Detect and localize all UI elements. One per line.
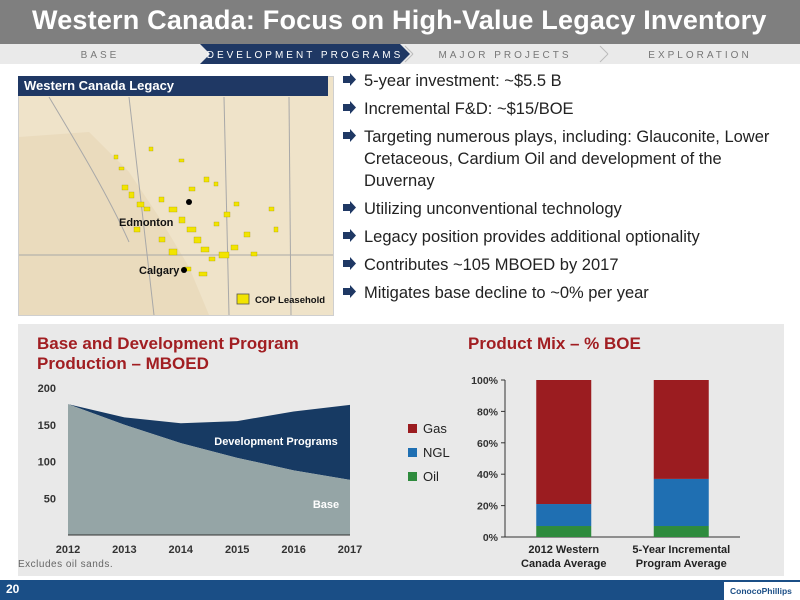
arrow-bullet-icon bbox=[343, 73, 356, 86]
arrow-bullet-icon bbox=[343, 229, 356, 242]
bullet-item: 5-year investment: ~$5.5 B bbox=[342, 70, 792, 92]
key-points-list: 5-year investment: ~$5.5 B Incremental F… bbox=[342, 70, 792, 310]
footnote: Excludes oil sands. bbox=[18, 559, 114, 570]
map-graphic: Edmonton Calgary COP Leasehold bbox=[19, 77, 333, 315]
arrow-bullet-icon bbox=[343, 285, 356, 298]
calgary-marker bbox=[181, 267, 187, 273]
title-bar bbox=[0, 0, 800, 44]
western-canada-map: Edmonton Calgary COP Leasehold bbox=[18, 76, 334, 316]
page-number: 20 bbox=[6, 582, 20, 596]
arrow-bullet-icon bbox=[343, 201, 356, 214]
arrow-bullet-icon bbox=[343, 129, 356, 142]
edmonton-marker bbox=[186, 199, 192, 205]
arrow-bullet-icon bbox=[343, 257, 356, 270]
bullet-item: Incremental F&D: ~$15/BOE bbox=[342, 98, 792, 120]
city-edmonton: Edmonton bbox=[119, 217, 174, 229]
city-calgary: Calgary bbox=[139, 265, 180, 277]
leasehold-patches bbox=[113, 146, 279, 277]
bullet-item: Mitigates base decline to ~0% per year bbox=[342, 282, 792, 304]
tab-development-programs[interactable]: DEVELOPMENT PROGRAMS bbox=[207, 50, 404, 61]
bullet-item: Legacy position provides additional opti… bbox=[342, 226, 792, 248]
footer-bar bbox=[0, 580, 800, 600]
bullet-item: Contributes ~105 MBOED by 2017 bbox=[342, 254, 792, 276]
legend-swatch-leasehold bbox=[236, 293, 250, 305]
map-header: Western Canada Legacy bbox=[18, 76, 328, 96]
bullet-item: Targeting numerous plays, including: Gla… bbox=[342, 126, 792, 192]
arrow-bullet-icon bbox=[343, 101, 356, 114]
bar-chart-title: Product Mix – % BOE bbox=[468, 334, 641, 353]
slide-title: Western Canada: Focus on High-Value Lega… bbox=[32, 5, 767, 35]
tab-major-projects[interactable]: MAJOR PROJECTS bbox=[438, 50, 571, 61]
tab-base[interactable]: BASE bbox=[81, 50, 120, 61]
company-logo: ConocoPhillips bbox=[724, 582, 800, 600]
area-chart-title: Base and Development Program Production … bbox=[37, 334, 299, 373]
bullet-item: Utilizing unconventional technology bbox=[342, 198, 792, 220]
section-nav: BASE DEVELOPMENT PROGRAMS MAJOR PROJECTS… bbox=[0, 44, 800, 64]
legend-leasehold: COP Leasehold bbox=[255, 295, 325, 306]
tab-development-programs-bg bbox=[200, 44, 410, 64]
tab-exploration[interactable]: EXPLORATION bbox=[648, 50, 751, 61]
